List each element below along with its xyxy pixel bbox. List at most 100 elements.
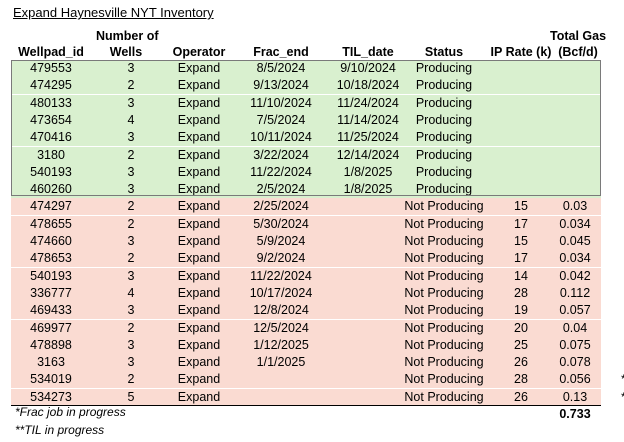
cell-number-of-wells: 3 [127,182,135,197]
cell-wellpad-id: 469977 [30,320,72,335]
cell-frac-end: 1/12/2025 [253,337,309,352]
cell-operator: Expand [177,285,221,300]
cell-ip-rate: 26 [514,355,528,370]
cell-ip-rate: 28 [514,285,528,300]
table-row: 540193 3 Expand 11/22/2024 Not Producing 14 0.… [11,267,601,285]
cell-wellpad-id: 478655 [30,216,72,231]
table-row: 534019 2 Expand Not Producing 28 0.056 * [11,371,624,389]
table-row: 336777 4 Expand 10/17/2024 Not Producing 28 0.… [11,284,601,302]
cell-total-gas: 0.056 [559,372,591,387]
cell-wellpad-id: 474297 [30,199,72,214]
cell-wellpad-id: 3180 [37,147,65,162]
cell-number-of-wells: 3 [127,61,135,75]
cell-frac-end: 9/2/2024 [256,251,306,266]
cell-wellpad-id: 336777 [30,285,72,300]
cell-status: Producing [415,112,473,127]
cell-total-gas: 0.13 [562,389,588,404]
footnote-til: **TIL in progress [15,423,105,437]
cell-frac-end: 5/9/2024 [256,234,306,248]
cell-status: Producing [415,130,473,145]
header-operator: Operator [172,45,226,59]
cell-wellpad-id: 473654 [30,112,72,127]
cell-total-gas: 0.045 [559,234,591,248]
cell-number-of-wells: 3 [127,164,135,179]
cell-til-date: 10/18/2024 [336,78,400,93]
cell-status: Not Producing [404,268,484,283]
cell-frac-end: 10/17/2024 [249,285,313,300]
cell-operator: Expand [177,303,221,318]
cell-wellpad-id: 470416 [30,130,72,145]
cell-status: Producing [415,182,473,197]
cell-operator: Expand [177,372,221,387]
cell-wellpad-id: 474660 [30,234,72,248]
table-row: 478653 2 Expand 9/2/2024 Not Producing 17 0.03… [11,250,601,268]
cell-frac-end: 11/22/2024 [250,268,312,283]
cell-til-date: 12/14/2024 [336,147,400,162]
cell-til-date: 11/14/2024 [337,112,399,127]
cell-number-of-wells: 3 [127,130,135,145]
cell-frac-end: 5/30/2024 [253,216,309,231]
cell-number-of-wells: 4 [127,285,135,300]
header-total-gas-line1: Total Gas [549,29,607,43]
cell-frac-end: 2/5/2024 [256,182,306,197]
cell-status: Not Producing [404,372,484,387]
cell-status: Not Producing [404,199,484,214]
footnote-frac: *Frac job in progress [15,405,126,419]
cell-status: Not Producing [404,337,484,352]
header-number-of-wells: Number of Wells [96,28,159,60]
cell-status: Producing [415,78,473,93]
cell-frac-end: 11/22/2024 [250,164,312,179]
total-divider [549,405,601,406]
cell-wellpad-id: 478898 [30,337,72,352]
header-frac-end: Frac_end [253,45,309,59]
cell-total-gas: 0.078 [559,355,591,370]
cell-operator: Expand [177,164,221,179]
cell-ip-rate: 17 [514,216,528,231]
table-row: 534273 5 Expand Not Producing 26 0.13 * [11,388,624,406]
cell-number-of-wells: 2 [127,147,135,162]
cell-number-of-wells: 3 [127,268,135,283]
cell-number-of-wells: 2 [127,320,135,335]
cell-number-of-wells: 3 [127,234,135,248]
cell-frac-end: 12/5/2024 [253,320,309,335]
cell-wellpad-id: 480133 [30,95,72,110]
cell-total-gas: 0.034 [559,216,591,231]
cell-total-gas: 0.03 [562,199,588,214]
cell-wellpad-id: 474295 [30,78,72,93]
cell-ip-rate: 15 [514,199,528,214]
cell-operator: Expand [177,182,221,197]
cell-frac-end: 9/13/2024 [253,78,309,93]
inventory-table: 479553 3 Expand 8/5/2024 9/10/2024 Producing 4… [11,60,624,406]
cell-til-date: 9/10/2024 [340,61,396,75]
cell-frac-end: 11/10/2024 [250,95,312,110]
cell-til-date: 1/8/2025 [343,164,393,179]
cell-number-of-wells: 4 [127,112,135,127]
cell-total-gas: 0.057 [559,303,591,318]
cell-operator: Expand [177,147,221,162]
cell-operator: Expand [177,78,221,93]
table-row: 474297 2 Expand 2/25/2024 Not Producing 15 0.0… [11,198,601,216]
header-status: Status [424,45,464,59]
cell-ip-rate: 28 [514,372,528,387]
cell-wellpad-id: 469433 [30,303,72,318]
cell-status: Not Producing [404,285,484,300]
cell-wellpad-id: 540193 [30,164,72,179]
cell-number-of-wells: 3 [127,337,135,352]
cell-status: Producing [415,61,473,75]
cell-operator: Expand [177,95,221,110]
cell-number-of-wells: 2 [127,199,135,214]
table-row: 474660 3 Expand 5/9/2024 Not Producing 15 0.04… [11,233,601,250]
cell-status: Not Producing [404,355,484,370]
table-row: 473654 4 Expand 7/5/2024 11/14/2024 Producing [11,111,601,129]
cell-ip-rate: 17 [514,251,528,266]
cell-status: Producing [415,147,473,162]
cell-status: Not Producing [404,216,484,231]
cell-operator: Expand [177,389,221,404]
table-row: 3163 3 Expand 1/1/2025 Not Producing 26 0.078 [11,354,601,372]
cell-operator: Expand [177,112,221,127]
cell-total-gas: 0.075 [559,337,591,352]
cell-number-of-wells: 2 [127,372,135,387]
header-total-gas: Total Gas (Bcf/d) [545,28,611,60]
table-row: 460260 3 Expand 2/5/2024 1/8/2025 Producing [11,181,601,199]
cell-operator: Expand [177,199,221,214]
